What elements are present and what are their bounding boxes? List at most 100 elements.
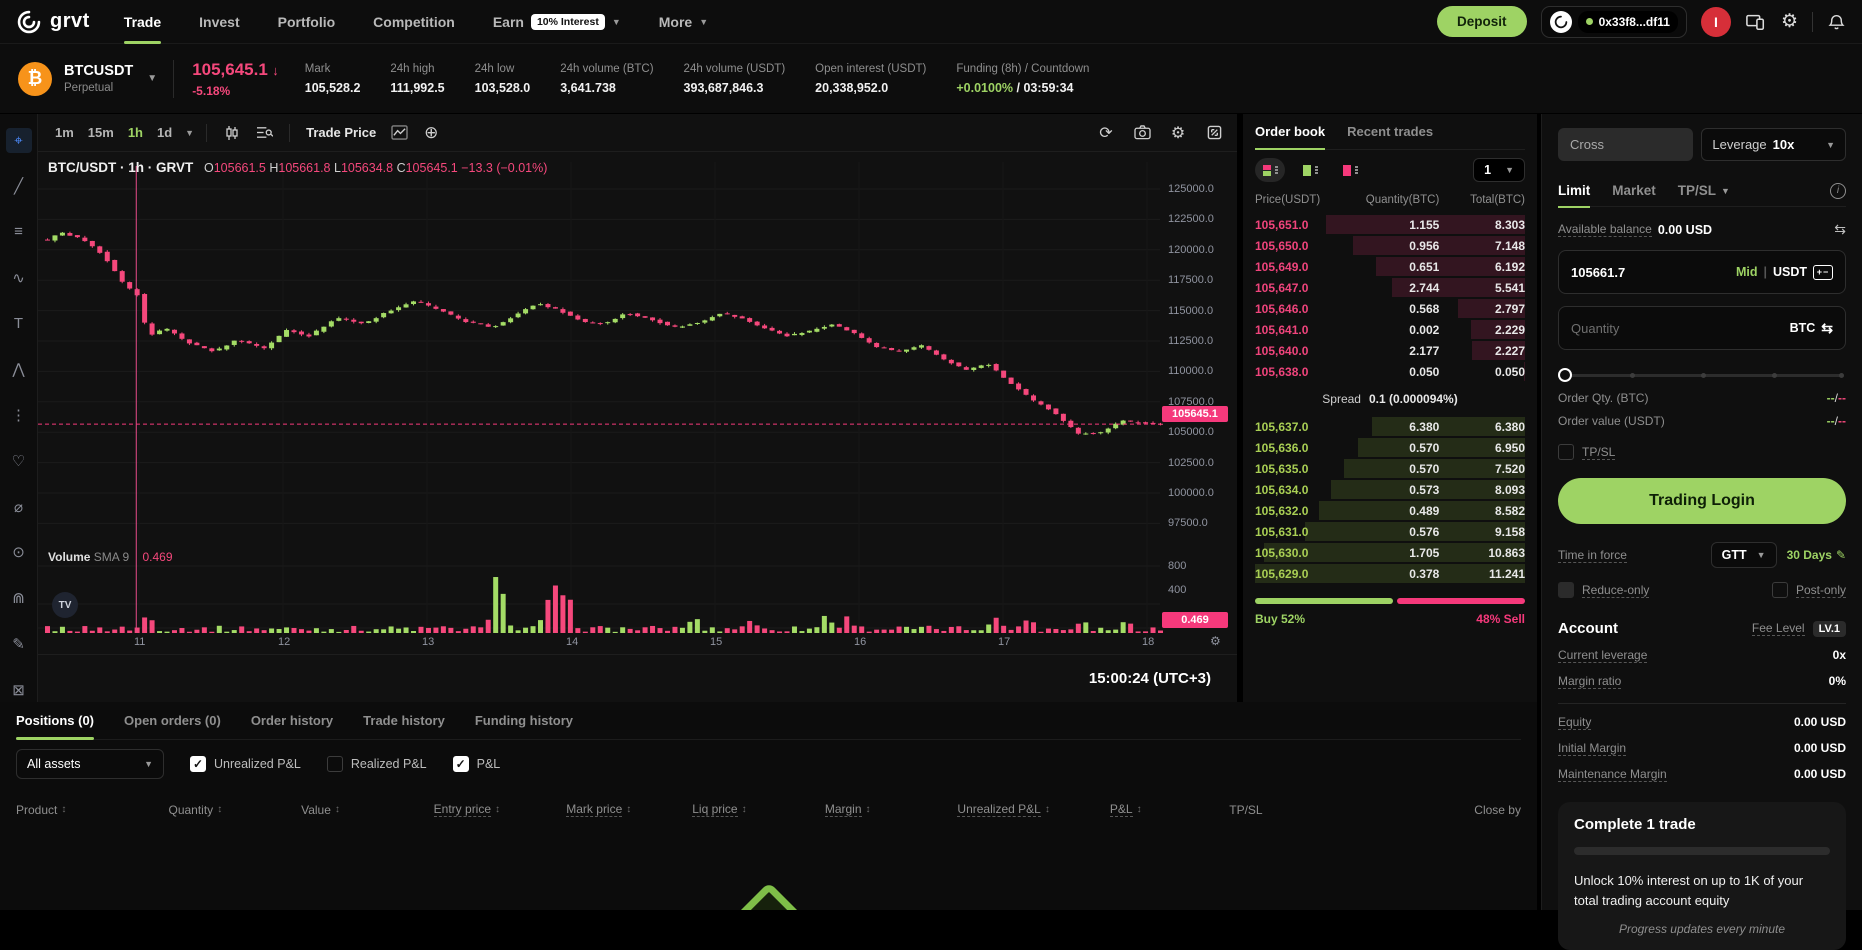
book-view-both-icon[interactable] bbox=[1255, 158, 1285, 182]
ask-row[interactable]: 105,650.0 0.956 7.148 bbox=[1255, 235, 1525, 256]
trade-price-label[interactable]: Trade Price bbox=[306, 125, 377, 140]
fib-tool-icon[interactable]: ≡ bbox=[14, 223, 23, 241]
timeframe-more-chevron-icon[interactable]: ▼ bbox=[185, 127, 195, 138]
bid-row[interactable]: 105,630.0 1.705 10.863 bbox=[1255, 542, 1525, 563]
transfer-icon[interactable]: ⇆ bbox=[1834, 221, 1846, 237]
quantity-slider[interactable] bbox=[1558, 368, 1844, 382]
emoji-tool-icon[interactable]: ♡ bbox=[11, 452, 26, 470]
orderbook-tab-recent-trades[interactable]: Recent trades bbox=[1347, 124, 1434, 139]
positions-tab-orderhistory[interactable]: Order history bbox=[250, 713, 334, 728]
ask-row[interactable]: 105,640.0 2.177 2.227 bbox=[1255, 340, 1525, 361]
column-header-entryprice[interactable]: Entry price ↕ bbox=[433, 802, 567, 817]
grvt-logo[interactable]: grvt bbox=[16, 9, 90, 35]
asset-filter-dropdown[interactable]: All assets ▼ bbox=[16, 749, 164, 779]
line-chart-icon[interactable] bbox=[386, 120, 412, 146]
reset-chart-icon[interactable]: ⟳ bbox=[1099, 124, 1113, 142]
nav-item-more[interactable]: More ▼ bbox=[659, 0, 708, 44]
bid-row[interactable]: 105,629.0 0.378 11.241 bbox=[1255, 563, 1525, 584]
filter-realizedpl[interactable]: Realized P&L bbox=[326, 756, 427, 772]
wallet-pill[interactable]: 0x33f8...df11 bbox=[1540, 5, 1687, 38]
column-header-pl[interactable]: P&L ↕ bbox=[1109, 802, 1229, 817]
projection-tool-icon[interactable]: ⋮ bbox=[11, 406, 26, 424]
margin-mode-button[interactable]: Cross bbox=[1558, 128, 1694, 161]
add-compare-icon[interactable]: ⊕ bbox=[424, 122, 439, 142]
nav-item-invest[interactable]: Invest bbox=[199, 0, 239, 44]
reduce-only-checkbox[interactable] bbox=[1558, 582, 1574, 598]
order-tab-tpsl[interactable]: TP/SL ▼ bbox=[1678, 175, 1730, 207]
zoom-tool-icon[interactable]: ⊙ bbox=[12, 544, 25, 562]
trading-login-button[interactable]: Trading Login bbox=[1558, 478, 1846, 524]
column-header-markprice[interactable]: Mark price ↕ bbox=[566, 802, 692, 817]
post-only-checkbox[interactable] bbox=[1771, 582, 1788, 598]
book-view-bids-icon[interactable] bbox=[1295, 158, 1325, 182]
column-header-liqprice[interactable]: Liq price ↕ bbox=[692, 802, 825, 817]
tif-dropdown[interactable]: GTT ▼ bbox=[1710, 542, 1777, 568]
symbol-block[interactable]: BTCUSDT Perpetual bbox=[64, 63, 133, 94]
bid-row[interactable]: 105,631.0 0.576 9.158 bbox=[1255, 521, 1525, 542]
tpsl-checkbox[interactable] bbox=[1558, 444, 1574, 460]
order-tab-market[interactable]: Market bbox=[1612, 175, 1656, 207]
wave-tool-icon[interactable]: ∿ bbox=[12, 269, 25, 287]
fullscreen-icon[interactable] bbox=[1201, 120, 1227, 146]
spread-row[interactable]: Spread 0.1 (0.000094%) bbox=[1255, 384, 1525, 414]
price-adjust-icon[interactable]: +− bbox=[1813, 264, 1833, 280]
text-tool-icon[interactable]: T bbox=[13, 314, 24, 332]
column-header-quantity[interactable]: Quantity ↕ bbox=[168, 802, 301, 817]
nav-item-earn[interactable]: Earn 10% Interest ▼ bbox=[493, 0, 621, 44]
unrealizedpl-checkbox[interactable]: ✓ bbox=[190, 756, 206, 772]
timeframe-1d[interactable]: 1d bbox=[157, 125, 173, 140]
timeframe-1h[interactable]: 1h bbox=[127, 125, 143, 140]
lock-tool-icon[interactable]: ⊠ bbox=[12, 681, 25, 699]
ask-row[interactable]: 105,651.0 1.155 8.303 bbox=[1255, 214, 1525, 235]
indicators-icon[interactable] bbox=[251, 120, 277, 146]
draw-tool-icon[interactable]: ✎ bbox=[12, 635, 25, 653]
precision-dropdown[interactable]: 1 ▼ bbox=[1473, 158, 1525, 182]
slider-handle[interactable] bbox=[1558, 368, 1572, 382]
axis-settings-icon[interactable]: ⚙ bbox=[1210, 634, 1221, 648]
order-tab-limit[interactable]: Limit bbox=[1558, 175, 1591, 208]
column-header-unrealizedpl[interactable]: Unrealized P&L ↕ bbox=[957, 802, 1109, 817]
pattern-tool-icon[interactable]: ⋀ bbox=[12, 361, 25, 379]
column-header-margin[interactable]: Margin ↕ bbox=[824, 802, 958, 817]
price-input[interactable]: 105661.7 Mid | USDT +− bbox=[1558, 250, 1846, 294]
trendline-tool-icon[interactable]: ╱ bbox=[13, 178, 24, 196]
book-view-asks-icon[interactable] bbox=[1335, 158, 1365, 182]
bid-row[interactable]: 105,637.0 6.380 6.380 bbox=[1255, 416, 1525, 437]
column-header-product[interactable]: Product ↕ bbox=[16, 802, 168, 817]
avatar[interactable]: I bbox=[1700, 6, 1731, 37]
devices-icon[interactable] bbox=[1745, 12, 1767, 32]
mid-price-button[interactable]: Mid bbox=[1735, 265, 1758, 279]
deposit-button[interactable]: Deposit bbox=[1437, 6, 1527, 37]
magnet-tool-icon[interactable]: ⋒ bbox=[12, 590, 25, 608]
settings-icon[interactable]: ⚙ bbox=[1780, 11, 1798, 32]
orderbook-tab-order-book[interactable]: Order book bbox=[1255, 114, 1326, 150]
nav-item-trade[interactable]: Trade bbox=[123, 0, 162, 44]
notifications-bell-icon[interactable] bbox=[1827, 12, 1846, 32]
ask-row[interactable]: 105,647.0 2.744 5.541 bbox=[1255, 277, 1525, 298]
camera-snapshot-icon[interactable] bbox=[1129, 120, 1155, 146]
candle-style-icon[interactable] bbox=[219, 120, 245, 146]
timeframe-1m[interactable]: 1m bbox=[55, 125, 74, 140]
crosshair-tool-icon[interactable]: ⌖ bbox=[5, 128, 32, 153]
symbol-chevron-icon[interactable]: ▼ bbox=[147, 73, 158, 84]
leverage-button[interactable]: Leverage 10x ▼ bbox=[1701, 128, 1846, 161]
bid-row[interactable]: 105,636.0 0.570 6.950 bbox=[1255, 437, 1525, 458]
bid-row[interactable]: 105,632.0 0.489 8.582 bbox=[1255, 500, 1525, 521]
column-header-value[interactable]: Value ↕ bbox=[301, 802, 434, 817]
nav-item-competition[interactable]: Competition bbox=[373, 0, 455, 44]
ask-row[interactable]: 105,646.0 0.568 2.797 bbox=[1255, 298, 1525, 319]
candlestick-chart[interactable] bbox=[38, 152, 1237, 654]
bid-row[interactable]: 105,635.0 0.570 7.520 bbox=[1255, 458, 1525, 479]
info-icon[interactable]: i bbox=[1830, 182, 1846, 199]
quantity-input[interactable]: Quantity BTC ⇆ bbox=[1558, 306, 1846, 350]
chart-settings-icon[interactable]: ⚙ bbox=[1170, 124, 1186, 142]
positions-tab-openorders0[interactable]: Open orders (0) bbox=[124, 713, 221, 728]
ask-row[interactable]: 105,649.0 0.651 6.192 bbox=[1255, 256, 1525, 277]
realizedpl-checkbox[interactable] bbox=[326, 756, 343, 772]
tradingview-logo[interactable]: TV bbox=[52, 592, 78, 618]
ask-row[interactable]: 105,641.0 0.002 2.229 bbox=[1255, 319, 1525, 340]
filter-unrealizedpl[interactable]: ✓ Unrealized P&L bbox=[190, 756, 301, 772]
currency-swap-icon[interactable]: ⇆ bbox=[1821, 319, 1833, 336]
timeframe-15m[interactable]: 15m bbox=[87, 125, 114, 140]
measure-tool-icon[interactable]: ⌀ bbox=[13, 498, 24, 516]
